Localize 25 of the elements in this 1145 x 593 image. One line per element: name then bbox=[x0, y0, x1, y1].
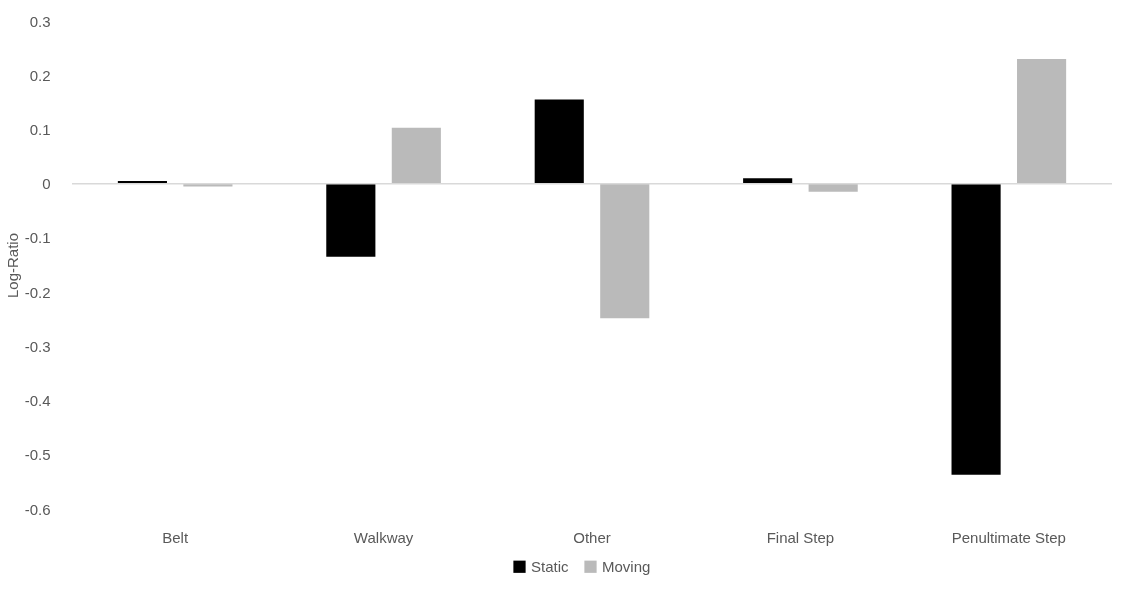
y-tick-label: -0.3 bbox=[24, 337, 51, 355]
y-tick-label: -0.1 bbox=[24, 229, 51, 247]
y-tick-label: -0.5 bbox=[24, 446, 51, 464]
x-tick-label: Final Step bbox=[766, 529, 835, 546]
bar bbox=[391, 127, 441, 184]
y-tick-label: 0.2 bbox=[29, 66, 51, 84]
y-tick-label: -0.4 bbox=[24, 392, 51, 410]
y-axis-title: Log-Ratio bbox=[3, 232, 21, 299]
bar bbox=[1017, 58, 1067, 184]
y-tick-label: 0.1 bbox=[29, 120, 51, 138]
x-tick-label: Belt bbox=[162, 529, 189, 546]
x-tick-label: Penultimate Step bbox=[951, 529, 1066, 546]
x-tick-label: Walkway bbox=[353, 529, 414, 546]
y-tick-label: 0 bbox=[42, 175, 51, 193]
bar bbox=[534, 99, 584, 184]
bar bbox=[600, 183, 650, 319]
x-tick-label: Other bbox=[573, 529, 611, 546]
bar bbox=[808, 183, 858, 192]
y-tick-label: 0.3 bbox=[29, 12, 51, 30]
bar bbox=[326, 183, 376, 257]
legend-label: Moving bbox=[602, 557, 651, 575]
y-tick-label: -0.2 bbox=[24, 283, 51, 301]
bar bbox=[951, 183, 1001, 475]
legend-label: Static bbox=[531, 557, 570, 575]
y-tick-label: -0.6 bbox=[24, 500, 51, 518]
